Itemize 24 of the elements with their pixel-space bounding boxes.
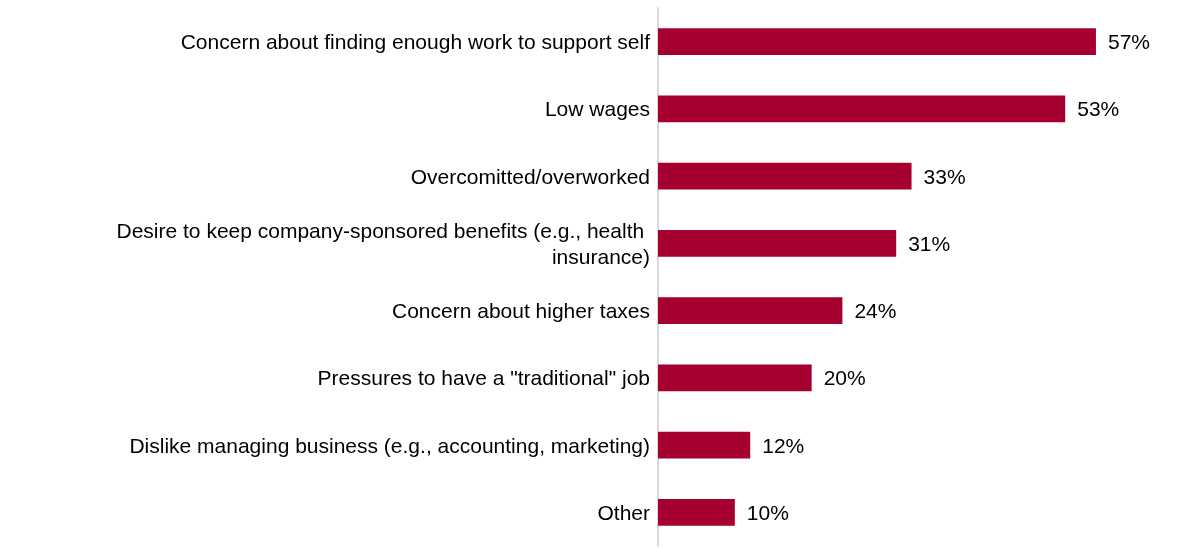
bar	[658, 297, 843, 325]
bar	[658, 431, 751, 459]
bar	[658, 28, 1096, 56]
y-tick-label: Pressures to have a "traditional" job	[317, 366, 650, 390]
data-label: 20%	[823, 366, 866, 390]
y-tick-label: Desire to keep company-sponsored benefits (e.g., health insurance)	[116, 218, 650, 268]
bar	[658, 162, 912, 190]
data-label: 24%	[854, 299, 897, 323]
data-label: 12%	[762, 433, 805, 457]
data-label: 10%	[746, 500, 789, 524]
y-tick-label: Low wages	[544, 97, 650, 121]
bar	[658, 364, 812, 392]
data-label: 33%	[923, 164, 966, 188]
data-label: 31%	[908, 231, 951, 255]
y-tick-label: Concern about higher taxes	[392, 299, 650, 323]
data-label: 57%	[1107, 30, 1150, 54]
data-label: 53%	[1077, 97, 1120, 121]
y-tick-label: Other	[597, 500, 650, 524]
bar	[658, 229, 897, 257]
y-tick-label: Overcomitted/overworked	[410, 164, 650, 188]
bar	[658, 498, 735, 526]
bar	[658, 95, 1066, 123]
y-tick-label: Concern about finding enough work to support self	[180, 30, 651, 54]
y-tick-label: Dislike managing business (e.g., accounting, marketing)	[129, 433, 650, 457]
